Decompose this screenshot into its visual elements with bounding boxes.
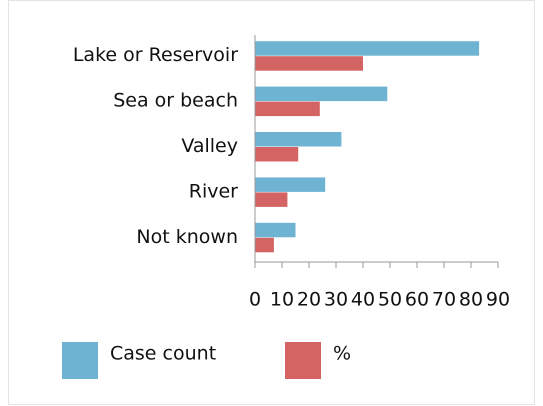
bar [255,147,299,162]
y-tick-label: Valley [181,135,238,157]
bar [255,222,296,238]
bar [255,177,326,192]
y-tick-label: Not known [136,226,238,248]
bar [255,41,480,56]
y-tick-label: Sea or beach [113,90,238,112]
bar [255,132,342,147]
x-tick-label: 40 [351,289,375,311]
x-tick-label: 50 [378,289,402,311]
x-tick-label: 10 [270,289,294,311]
chart-border [8,0,535,405]
legend-label: % [333,343,351,365]
bar [255,86,388,102]
x-tick-label: 90 [486,289,510,311]
bar [255,192,288,207]
legend-swatch [62,342,98,379]
legend-label: Case count [110,343,216,365]
x-tick-label: 20 [297,289,321,311]
x-tick-label: 70 [432,289,456,311]
x-tick-label: 30 [324,289,348,311]
bar [255,56,363,71]
bar [255,101,320,117]
y-tick-label: Lake or Reservoir [73,44,238,66]
x-tick-label: 80 [459,289,483,311]
bar [255,237,274,253]
x-tick-label: 60 [405,289,429,311]
y-tick-label: River [189,180,238,202]
x-tick-label: 0 [249,289,261,311]
legend-swatch [285,342,321,379]
